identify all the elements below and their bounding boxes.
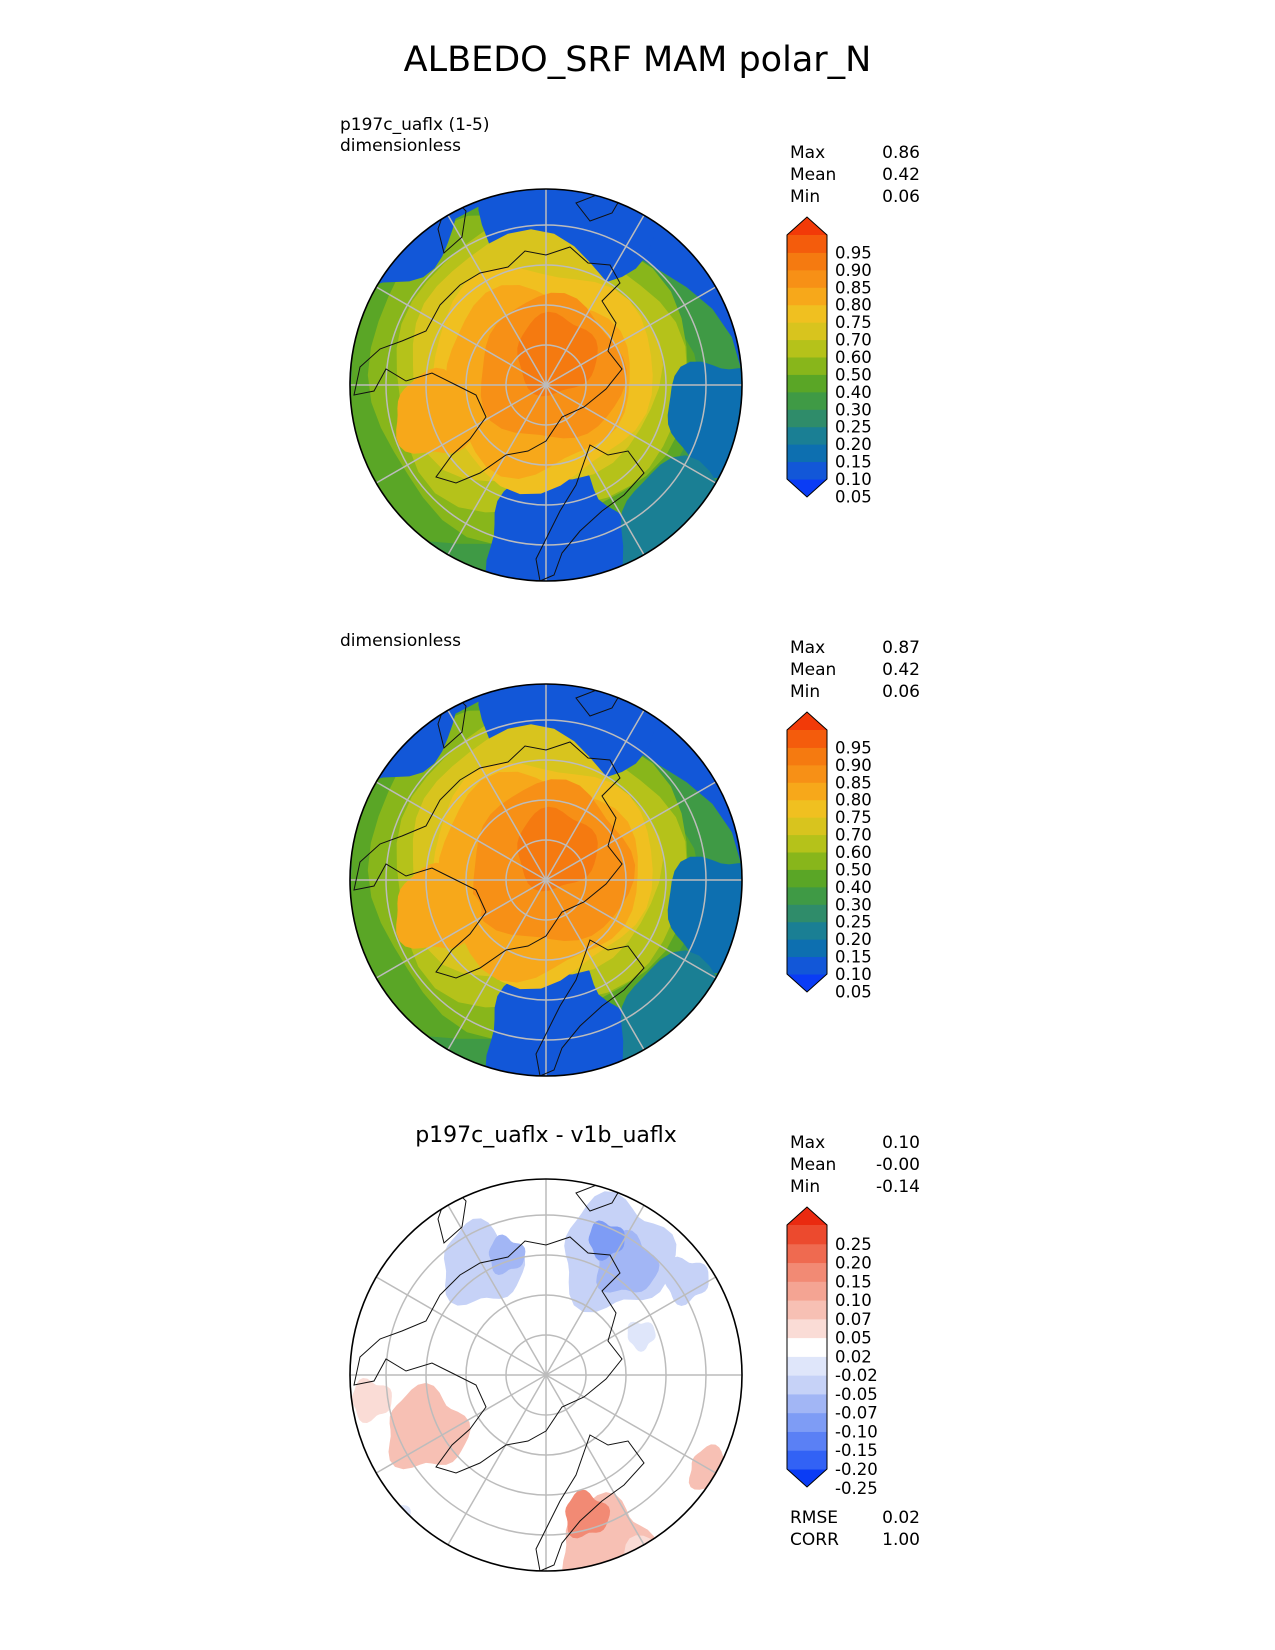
colorbar-difference-tick-label: -0.10	[835, 1422, 878, 1441]
colorbar-difference-tick-label: 0.10	[835, 1291, 872, 1310]
colorbar-reference-tick-label: 0.80	[835, 791, 872, 810]
colorbar-test-tick-label: 0.40	[835, 383, 872, 402]
stat-min: Min 0.06	[790, 682, 920, 702]
colorbar-test: 0.950.900.850.800.750.700.600.500.400.30…	[786, 216, 872, 506]
colorbar-difference-tick-label: -0.07	[835, 1404, 878, 1423]
colorbar-difference-tick-label: -0.20	[835, 1460, 878, 1479]
colorbar-reference-tick-label: 0.90	[835, 756, 872, 775]
panel-label-units: dimensionless	[340, 136, 461, 156]
colorbar-difference-tick-label: 0.20	[835, 1254, 872, 1273]
polar-map-test	[349, 188, 743, 582]
colorbar-reference-tick-label: 0.70	[835, 826, 872, 845]
stat-mean: Mean 0.42	[790, 165, 920, 185]
stat-max: Max 0.86	[790, 143, 920, 163]
colorbar-difference-tick-label: -0.25	[835, 1479, 878, 1498]
colorbar-reference-tick-label: 0.60	[835, 843, 872, 862]
colorbar-reference-tick-label: 0.75	[835, 808, 872, 827]
colorbar-test-tick-label: 0.25	[835, 418, 872, 437]
metric-rmse: RMSE 0.02	[790, 1508, 920, 1528]
colorbar-test-tick-label: 0.95	[835, 243, 872, 262]
colorbar-reference-tick-label: 0.30	[835, 895, 872, 914]
colorbar-test-tick-label: 0.90	[835, 261, 872, 280]
metric-corr: CORR 1.00	[790, 1530, 920, 1550]
colorbar-reference-tick-label: 0.15	[835, 948, 872, 967]
colorbar-difference-tick-label: 0.05	[835, 1329, 872, 1348]
colorbar-test-tick-label: 0.60	[835, 348, 872, 367]
colorbar-reference: 0.950.900.850.800.750.700.600.500.400.30…	[786, 711, 872, 1001]
stats-box: Max 0.86 Mean 0.42 Min 0.06	[790, 142, 920, 208]
polar-map-reference	[349, 683, 743, 1077]
figure-title: ALBEDO_SRF MAM polar_N	[403, 40, 872, 80]
colorbar-difference-tick-label: 0.15	[835, 1272, 872, 1291]
colorbar-test-tick-label: 0.80	[835, 296, 872, 315]
stat-min: Min 0.06	[790, 187, 920, 207]
metrics-box: RMSE 0.02 CORR 1.00	[790, 1507, 920, 1551]
colorbar-difference-tick-label: 0.25	[835, 1235, 872, 1254]
colorbar-reference-tick-label: 0.25	[835, 913, 872, 932]
difference-title: p197c_uaflx - v1b_uaflx	[415, 1123, 677, 1148]
colorbar-test-tick-label: 0.10	[835, 470, 872, 489]
colorbar-test-tick-label: 0.05	[835, 487, 872, 506]
colorbar-reference-tick-label: 0.50	[835, 860, 872, 879]
colorbar-reference-tick-label: 0.95	[835, 738, 872, 757]
colorbar-difference-tick-label: -0.15	[835, 1441, 878, 1460]
colorbar-reference-tick-label: 0.05	[835, 982, 872, 1001]
colorbar-test-tick-label: 0.15	[835, 453, 872, 472]
colorbar-difference-tick-label: -0.02	[835, 1366, 878, 1385]
colorbar-difference-tick-label: -0.05	[835, 1385, 878, 1404]
colorbar-reference-tick-label: 0.85	[835, 773, 872, 792]
panel-difference: p197c_uaflx - v1b_uaflx Max 0.10 Mean -0.0…	[0, 1105, 1275, 1575]
colorbar-reference-tick-label: 0.20	[835, 930, 872, 949]
colorbar-test-tick-label: 0.20	[835, 435, 872, 454]
colorbar-difference: 0.250.200.150.100.070.050.02-0.02-0.05-0…	[786, 1206, 878, 1498]
stat-max: Max 0.10	[790, 1133, 920, 1153]
colorbar-difference-tick-label: 0.07	[835, 1310, 872, 1329]
stat-mean: Mean -0.00	[790, 1155, 920, 1175]
panel-label-case: p197c_uaflx (1-5)	[340, 115, 490, 135]
colorbar-test-tick-label: 0.75	[835, 313, 872, 332]
colorbar-difference-tick-label: 0.02	[835, 1347, 872, 1366]
colorbar-reference-tick-label: 0.40	[835, 878, 872, 897]
colorbar-reference-tick-label: 0.10	[835, 965, 872, 984]
stat-mean: Mean 0.42	[790, 660, 920, 680]
colorbar-test-tick-label: 0.30	[835, 400, 872, 419]
colorbar-test-tick-label: 0.85	[835, 278, 872, 297]
panel-reference: dimensionless Max 0.87 Mean 0.42 Min 0.06 0…	[0, 610, 1275, 1080]
polar-map-difference	[349, 1178, 743, 1572]
stats-box: Max 0.10 Mean -0.00 Min -0.14	[790, 1132, 920, 1198]
panel-label-units: dimensionless	[340, 631, 461, 651]
colorbar-test-tick-label: 0.70	[835, 331, 872, 350]
colorbar-test-tick-label: 0.50	[835, 365, 872, 384]
stat-min: Min -0.14	[790, 1177, 920, 1197]
panel-test: p197c_uaflx (1-5) dimensionless Max 0.86 …	[0, 115, 1275, 585]
stat-max: Max 0.87	[790, 638, 920, 658]
stats-box: Max 0.87 Mean 0.42 Min 0.06	[790, 637, 920, 703]
